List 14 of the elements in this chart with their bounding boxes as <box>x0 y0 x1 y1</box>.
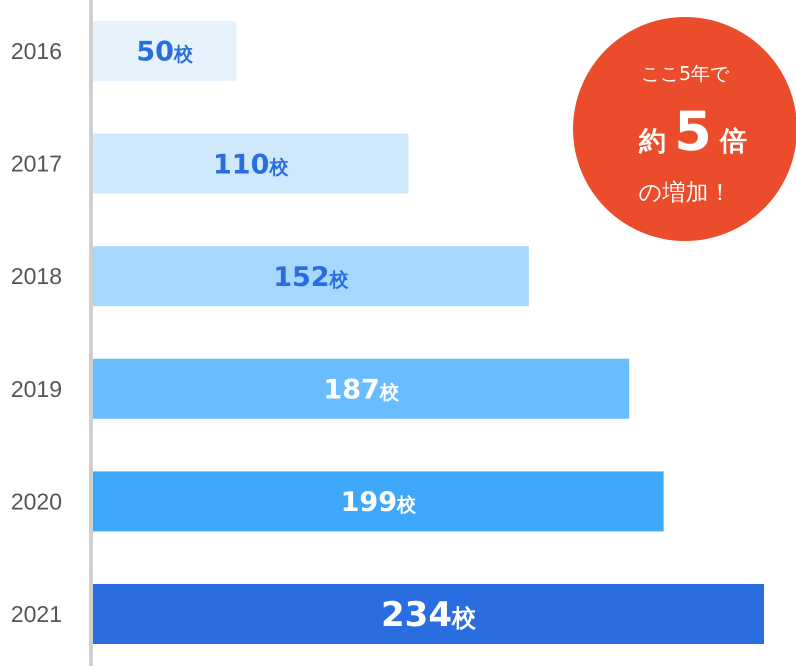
y-tick-label: 2016 <box>10 38 62 64</box>
annotation: の増加！ <box>638 180 732 206</box>
data-label: 110校 <box>213 149 290 180</box>
data-label: 50校 <box>136 36 194 68</box>
y-tick-label: 2020 <box>10 488 62 514</box>
annotation: ここ5年で <box>640 63 730 85</box>
data-label: 234校 <box>381 595 477 636</box>
data-label: 187校 <box>323 374 400 406</box>
y-tick-label: 2018 <box>10 263 62 290</box>
y-tick-label: 2021 <box>10 601 62 627</box>
y-tick-label: 2019 <box>10 376 62 402</box>
data-label: 199校 <box>340 487 418 518</box>
data-label: 152校 <box>273 262 350 293</box>
y-tick-label: 2017 <box>10 150 62 177</box>
